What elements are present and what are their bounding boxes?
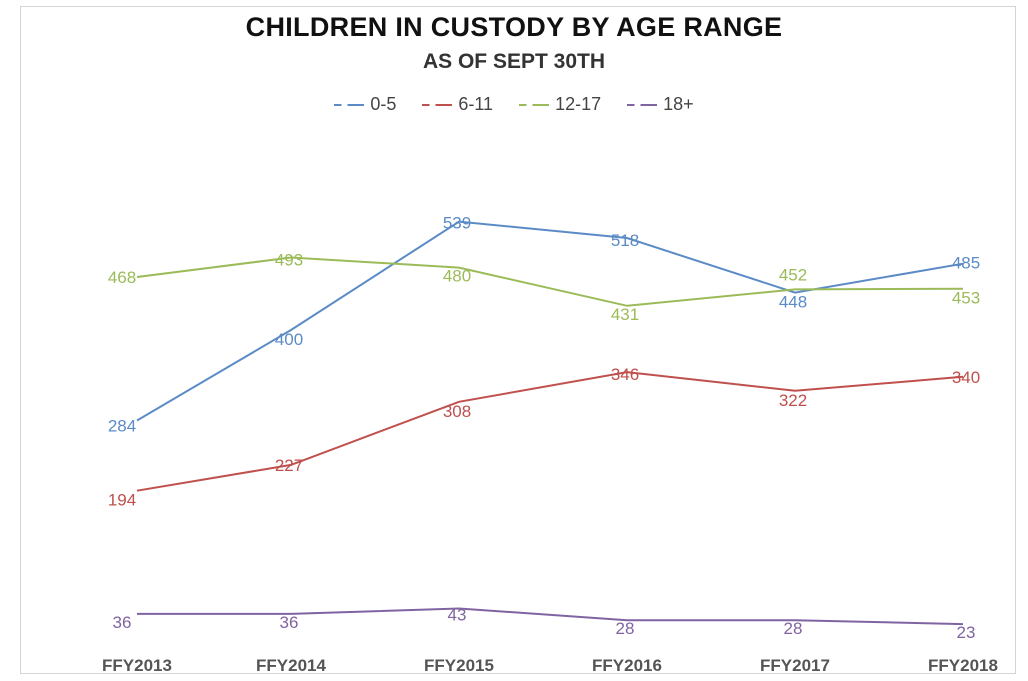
legend-item-18+: 18+ <box>627 94 694 115</box>
data-label-18+: 28 <box>616 619 635 638</box>
data-label-12-17: 431 <box>611 305 639 324</box>
data-label-12-17: 493 <box>275 251 303 270</box>
data-label-18+: 23 <box>957 623 976 642</box>
series-line-12-17 <box>136 256 964 307</box>
legend-swatch-18+ <box>627 103 658 106</box>
data-label-0-5: 284 <box>108 417 136 436</box>
series-line-0-5 <box>136 220 964 422</box>
legend-label-18+: 18+ <box>663 94 694 114</box>
x-tick-label: FFY2014 <box>256 656 326 675</box>
data-label-0-5: 518 <box>611 231 639 250</box>
data-label-18+: 36 <box>113 613 132 632</box>
x-tick-label: FFY2017 <box>760 656 830 675</box>
series-line-18+ <box>137 607 964 626</box>
legend-item-12-17: 12-17 <box>519 94 601 115</box>
data-label-0-5: 400 <box>275 330 303 349</box>
legend-label-6-11: 6-11 <box>458 94 494 114</box>
legend-item-0-5: 0-5 <box>334 94 396 115</box>
data-label-12-17: 452 <box>779 265 807 284</box>
legend-swatch-6-11 <box>422 103 453 106</box>
chart-legend: 0-5 6-11 12-17 18+ <box>0 94 1028 115</box>
chart-title: CHILDREN IN CUSTODY BY AGE RANGE <box>245 12 783 42</box>
data-label-18+: 36 <box>280 613 299 632</box>
data-label-12-17: 468 <box>108 268 136 287</box>
chart-subtitle: AS OF SEPT 30TH <box>422 50 606 73</box>
data-label-12-17: 480 <box>443 267 471 286</box>
chart-frame <box>20 6 1016 674</box>
x-tick-label: FFY2015 <box>424 656 494 675</box>
data-label-0-5: 485 <box>952 254 980 273</box>
data-label-6-11: 227 <box>275 456 303 475</box>
legend-swatch-0-5 <box>334 103 365 106</box>
data-label-12-17: 453 <box>952 289 980 308</box>
legend-label-0-5: 0-5 <box>370 94 397 114</box>
data-label-6-11: 308 <box>443 402 471 421</box>
data-label-18+: 28 <box>784 619 803 638</box>
data-label-6-11: 322 <box>779 391 807 410</box>
legend-swatch-12-17 <box>519 103 550 106</box>
x-tick-label: FFY2016 <box>592 656 662 675</box>
legend-item-6-11: 6-11 <box>422 94 493 115</box>
data-label-6-11: 346 <box>611 365 639 384</box>
data-label-6-11: 194 <box>108 491 136 510</box>
series-line-6-11 <box>136 371 964 492</box>
x-tick-label: FFY2013 <box>102 656 172 675</box>
data-label-0-5: 448 <box>779 293 807 312</box>
x-tick-label: FFY2018 <box>928 656 998 675</box>
legend-label-12-17: 12-17 <box>555 94 602 114</box>
data-label-0-5: 539 <box>443 214 471 233</box>
data-label-6-11: 340 <box>952 368 980 387</box>
data-label-18+: 43 <box>448 606 467 625</box>
